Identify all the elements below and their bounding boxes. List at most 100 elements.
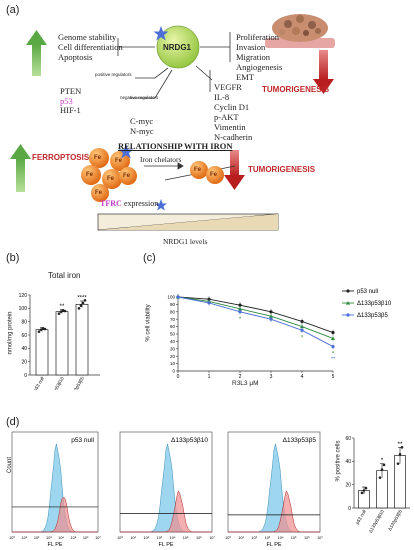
data-point	[238, 310, 242, 314]
legend-label: Δ133p53β5	[357, 313, 388, 319]
red-down-arrow-icon	[224, 150, 245, 190]
y-tick-label: 80	[170, 309, 176, 314]
x-tick-label: 3	[270, 374, 273, 380]
x-tick-label: 10⁵	[71, 536, 77, 540]
data-point	[300, 328, 304, 332]
data-point	[400, 446, 404, 449]
neg-regulator-cmyc: C-myc	[130, 116, 154, 126]
panel-d-bar-chart: 0 20 40 60 p53 null * Δ133p53β10 ** Δ133p53β5	[345, 436, 410, 534]
data-point	[331, 336, 335, 341]
significance-label: *	[332, 352, 335, 358]
data-point	[37, 330, 41, 333]
data-point	[396, 462, 400, 465]
bar	[75, 303, 89, 376]
y-tick-label: 30	[170, 346, 176, 351]
tfrc-label: TFRC	[100, 199, 122, 208]
x-tick-label: 10⁴	[58, 536, 64, 540]
y-tick-label: 40	[21, 346, 27, 352]
left-outcome-item: Cell differentiation	[58, 42, 123, 52]
x-tick-label: 10⁵	[183, 536, 189, 540]
left-outcome-item: Genome stability	[58, 32, 117, 42]
significance-label: **	[60, 304, 65, 310]
downstream-item: Vimentin	[214, 122, 246, 132]
nrdg1-levels-wedge	[97, 213, 279, 231]
panel-a-graphics	[10, 14, 335, 231]
x-tick-label: 10⁰	[225, 536, 231, 540]
x-tick-label: 10⁵	[291, 536, 297, 540]
downstream-item: p-AKT	[214, 112, 239, 122]
fe-label: Fe	[95, 190, 103, 196]
data-point	[382, 463, 386, 467]
series-line	[177, 296, 334, 347]
significance-label: *	[301, 335, 304, 341]
fe-label: Fe	[115, 158, 123, 164]
ferroptosis-label: FERROPTOSIS	[32, 153, 90, 162]
x-tick-label: 1	[208, 374, 211, 380]
x-tick-label: 5	[332, 374, 335, 380]
right-outcome-item: Angiogenesis	[236, 62, 283, 72]
y-tick-label: 120	[19, 293, 28, 299]
left-outcome-item: Apoptosis	[58, 52, 93, 62]
x-tick-label: 10²	[252, 536, 258, 540]
y-tick-label: 40	[345, 459, 351, 465]
data-point	[57, 312, 61, 315]
y-tick-label: 90	[170, 302, 176, 307]
y-tick-label: 0	[172, 369, 175, 374]
histogram-title: Δ133p53β5	[283, 437, 317, 444]
x-tick-label: 10⁶	[304, 536, 310, 540]
panel-d-label: (d)	[6, 416, 20, 428]
right-outcome-item: Invasion	[236, 42, 266, 52]
category-label: Δ133p53β5	[69, 376, 85, 390]
right-outcome-item: Migration	[236, 52, 270, 62]
negative-regulators-label: negative regulators	[120, 95, 159, 100]
fe-label: Fe	[86, 172, 94, 178]
x-tick-label: 10³	[157, 536, 163, 540]
series-line	[177, 296, 334, 339]
y-tick-label: 20	[345, 482, 351, 488]
x-tick-label: 10⁴	[170, 536, 176, 540]
data-point	[207, 301, 211, 305]
y-tick-label: 100	[19, 306, 28, 312]
panel-b-chart: 0 20 40 60 80 100 120 p53 null ** Δ133p53β10 **** Δ…	[19, 293, 100, 390]
histogram-red	[12, 497, 98, 533]
data-point	[269, 310, 273, 314]
bar	[35, 329, 49, 376]
histogram-title: p53 null	[71, 437, 94, 444]
nrdg1-sphere-icon	[156, 25, 200, 69]
nrdg1-label: NRDG1	[163, 43, 192, 52]
x-tick-label: 10⁴	[278, 536, 284, 540]
significance-label: **	[331, 357, 336, 363]
tumorigenesis-label: TUMORIGENESIS	[262, 85, 330, 94]
fe-label: Fe	[123, 173, 131, 179]
green-up-arrow-icon	[10, 144, 31, 192]
x-axis-label: FL PE	[266, 542, 281, 548]
data-point	[238, 306, 242, 311]
y-tick-label: 60	[21, 333, 27, 339]
y-tick-label: 0	[24, 373, 27, 379]
x-tick-label: 10⁶	[196, 536, 202, 540]
legend-label: p53 null	[357, 289, 378, 295]
data-point	[59, 310, 63, 313]
data-point	[364, 486, 368, 490]
x-axis-label: FL PE	[47, 542, 62, 548]
category-label: p53 null	[33, 376, 45, 390]
x-tick-label: 10²	[144, 536, 150, 540]
red-down-arrow-icon	[313, 50, 334, 94]
data-point	[362, 489, 366, 492]
data-point	[83, 299, 87, 302]
panel-a-label: (a)	[6, 4, 20, 16]
tfrc-expression-label: expression	[124, 199, 159, 208]
star-icon	[153, 26, 169, 41]
y-tick-label: 10	[170, 361, 176, 366]
y-tick-label: 50	[170, 332, 176, 337]
data-point	[81, 301, 85, 305]
iron-cluster-icon	[81, 148, 137, 202]
panel-b-label: (b)	[6, 252, 20, 264]
downstream-item: IL-8	[214, 92, 230, 102]
pos-regulator-p53: p53	[60, 95, 73, 106]
right-outcome-item: EMT	[236, 72, 254, 82]
relationship-heading: RELATIONSHIP WITH IRON	[118, 141, 233, 151]
category-label: Δ133p53β5	[387, 509, 403, 532]
data-point	[63, 309, 67, 313]
